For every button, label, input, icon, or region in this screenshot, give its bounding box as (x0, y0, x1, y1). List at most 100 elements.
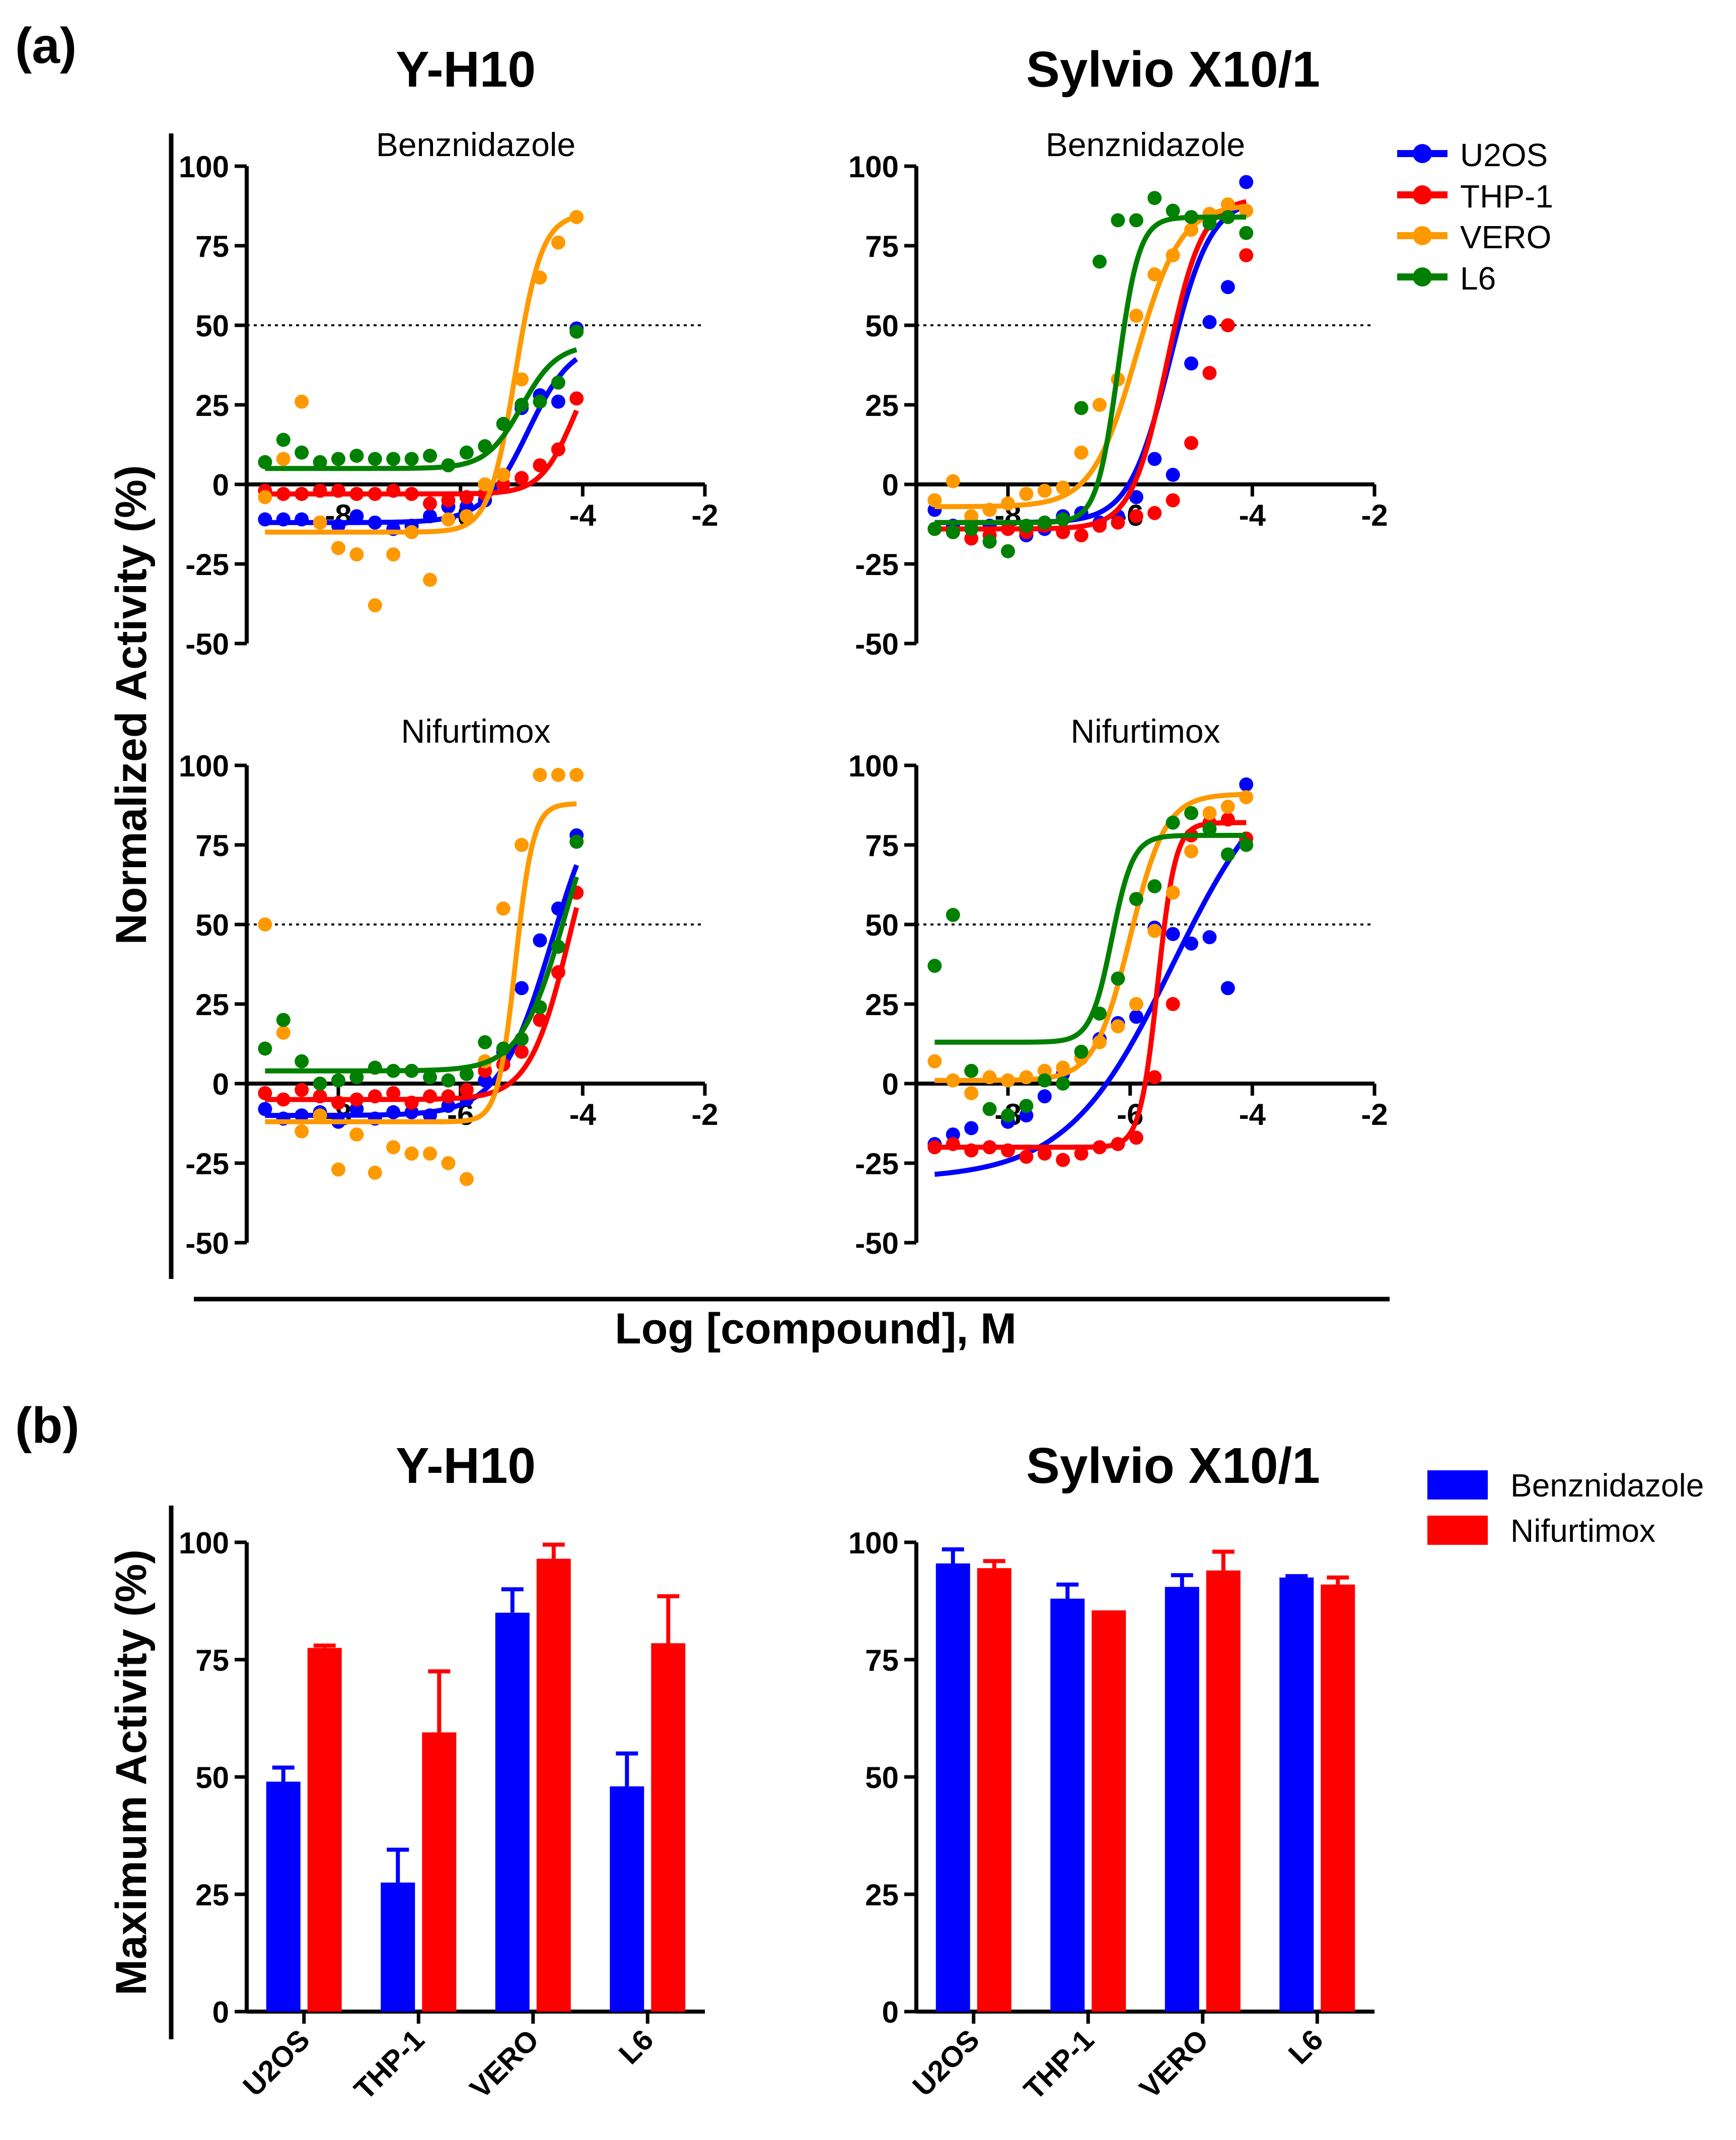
sp1-point-thp-1 (1202, 366, 1217, 380)
sp3-point-u2os (1166, 926, 1180, 941)
sp0-point-vero (331, 541, 345, 555)
sp3-point-vero (964, 1086, 979, 1100)
sp3-ytick-label-100: 100 (848, 749, 899, 783)
sp0-point-thp-1 (441, 493, 456, 508)
sp3-point-thp-1 (927, 1140, 942, 1155)
sp3-point-l6 (964, 1063, 979, 1078)
sp0-point-l6 (386, 452, 401, 466)
sp3-fit-curve-u2os (934, 834, 1249, 1177)
sp2-point-thp-1 (551, 965, 565, 979)
sp3-point-vero (1019, 1070, 1034, 1085)
sp1-point-l6 (1147, 191, 1162, 205)
sp2-point-thp-1 (258, 1086, 272, 1100)
sp2-point-vero (258, 917, 272, 932)
sp1-point-l6 (964, 522, 979, 536)
bp0-bar-nifurtimox-l6 (651, 1643, 686, 2012)
sp0-xtick-label-2: -2 (691, 498, 718, 532)
sp0-point-l6 (496, 416, 511, 431)
sp3-point-thp-1 (1129, 1130, 1143, 1145)
bp0-xtick-label-thp-1: THP-1 (348, 2023, 430, 2106)
sp3-point-thp-1 (964, 1143, 979, 1158)
panel-b-ylabel: Maximum Activity (%) (107, 1549, 156, 1995)
sp0-point-u2os (331, 519, 345, 533)
sp0-point-thp-1 (276, 486, 291, 501)
bp1-bar-benznidazole-u2os (935, 1563, 970, 2012)
sp3-point-vero (1239, 790, 1254, 805)
sp0-point-thp-1 (569, 391, 584, 406)
sp0-point-thp-1 (331, 483, 345, 498)
sp0-point-l6 (258, 455, 272, 469)
legend-label-u2os: U2OS (1460, 137, 1548, 173)
sp0-point-l6 (478, 439, 492, 454)
panel-b-title-sylvio: Sylvio X10/1 (1026, 1438, 1320, 1494)
sp0-point-l6 (276, 433, 291, 447)
sp2-fit-curve-vero (265, 801, 577, 1124)
sp1-point-thp-1 (1184, 436, 1198, 450)
sp1-point-u2os (1184, 356, 1198, 371)
sp3-point-u2os (1037, 1089, 1052, 1104)
sp0-point-u2os (276, 512, 291, 527)
sp2-point-vero (295, 1124, 309, 1138)
sp1-point-u2os (1129, 490, 1143, 505)
panel-a-label: (a) (15, 18, 77, 74)
sp1-point-vero (1037, 483, 1052, 498)
sp2-point-thp-1 (386, 1086, 401, 1100)
bp0-bar-benznidazole-l6 (610, 1786, 644, 2012)
sp0-fit-curve-l6 (265, 347, 577, 471)
sp0-point-l6 (331, 452, 345, 466)
bp0-ytick-label-0: 0 (212, 1995, 229, 2029)
sp1-point-u2os (1166, 468, 1180, 482)
legend-swatch-nifurtimox (1427, 1516, 1488, 1545)
sp1-point-l6 (1001, 544, 1015, 558)
sp0-point-l6 (569, 324, 584, 339)
sp2-point-l6 (386, 1063, 401, 1078)
sp2-xtick-label-2: -2 (691, 1098, 718, 1131)
sp2-point-l6 (515, 1032, 529, 1046)
sp1-point-u2os (1202, 315, 1217, 329)
bp1-ytick-label-0: 0 (882, 1995, 899, 2029)
sp2-ytick-label-75: 75 (195, 829, 229, 863)
sp0-point-thp-1 (515, 471, 529, 485)
sp2-point-thp-1 (331, 1095, 345, 1110)
sp1-fit-curve-vero (934, 204, 1247, 510)
panel-a-ylabel: Normalized Activity (%) (107, 465, 156, 945)
sp2-point-vero (533, 767, 547, 782)
sp2-point-u2os (533, 933, 547, 948)
bp1-ytick-label-75: 75 (865, 1644, 899, 1677)
sp2-point-l6 (331, 1073, 345, 1088)
sp0-point-vero (349, 547, 364, 562)
sp0-point-l6 (404, 452, 419, 466)
sp2-point-vero (349, 1127, 364, 1142)
sp3-point-l6 (946, 908, 960, 922)
sp3-point-l6 (1001, 1108, 1015, 1123)
sp0-point-thp-1 (533, 458, 547, 473)
sp3-ytick-label-25: -25 (855, 1147, 899, 1181)
sp1-point-vero (964, 509, 979, 524)
sp2-fit-curve-u2os (265, 864, 579, 1118)
sp2-point-l6 (295, 1054, 309, 1068)
sp3-ytick-label-50: -50 (855, 1227, 899, 1260)
sp0-point-l6 (295, 445, 309, 460)
sp2-point-thp-1 (276, 1092, 291, 1107)
sp2-point-l6 (368, 1060, 382, 1075)
bp0-bar-nifurtimox-vero (536, 1558, 571, 2012)
sp3-point-thp-1 (1001, 1143, 1015, 1158)
sp1-point-thp-1 (1147, 506, 1162, 520)
sp3-point-thp-1 (1147, 1070, 1162, 1085)
sp2-point-vero (515, 838, 529, 852)
panel-b-legend: Benznidazole Nifurtimox (1427, 1467, 1704, 1549)
sp2-series-l6 (258, 834, 584, 1091)
sp3-series-l6 (927, 806, 1254, 1123)
sp1-point-l6 (1202, 216, 1217, 231)
sp3-fit-curve-thp-1 (934, 820, 1247, 1150)
sp1-point-vero (1239, 203, 1254, 218)
sp1-point-vero (1166, 248, 1180, 262)
sp2-point-l6 (551, 940, 565, 954)
sp0-point-vero (423, 573, 437, 587)
bp1-bar-benznidazole-vero (1165, 1587, 1199, 2012)
sp2-point-l6 (258, 1041, 272, 1056)
sp1-point-l6 (1037, 515, 1052, 530)
sp3-title: Nifurtimox (1070, 712, 1220, 750)
sp0-point-l6 (441, 458, 456, 473)
sp0-point-u2os (368, 515, 382, 530)
